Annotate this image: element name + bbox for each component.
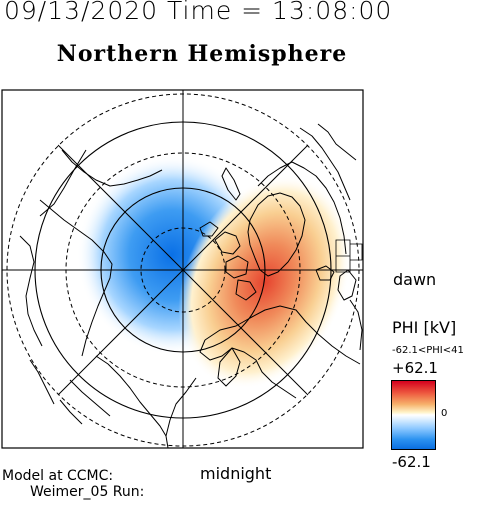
midnight-label: midnight (200, 464, 272, 483)
map-title: Northern Hemisphere (56, 41, 348, 67)
date-time-header: 09/13/2020 Time = 13:08:00 (4, 0, 393, 25)
coastlines (19, 123, 363, 448)
colorbar-label: PHI [kV] (392, 318, 457, 337)
colorbar-zero-label: 0 (441, 408, 448, 419)
grid-boxes (335, 239, 363, 273)
colorbar (391, 380, 436, 450)
run-label: Weimer_05 Run: (30, 484, 145, 500)
polar-map (1, 89, 364, 449)
meridians (2, 90, 363, 448)
colorbar-min-label: -62.1 (392, 453, 431, 471)
colorbar-max-label: +62.1 (392, 359, 438, 377)
dawn-label: dawn (393, 270, 437, 289)
model-label: Model at CCMC: (2, 468, 114, 484)
colorbar-range: -62.1<PHI<41 (392, 345, 464, 356)
positive-cell (178, 175, 352, 389)
potential-cells (77, 155, 352, 389)
